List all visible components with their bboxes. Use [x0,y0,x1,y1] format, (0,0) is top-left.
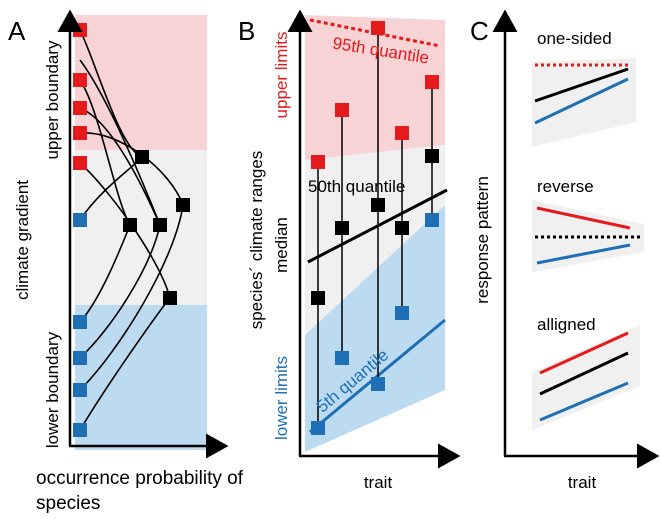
label: trait [568,473,597,492]
shape [371,21,385,35]
x-axis-label-box: occurrence probability of species [36,468,243,514]
label: 50th quantile [308,177,405,196]
shape [73,156,87,170]
region [305,205,445,452]
curve [79,204,184,391]
region [305,15,445,160]
line [539,351,629,396]
label: upper limits [272,32,291,119]
shape [335,103,349,117]
shape [75,305,207,450]
x-axis-label: occurrence probability of species [36,468,243,514]
group [311,213,439,435]
shape [335,221,349,235]
shape [73,423,87,437]
shape [395,306,409,320]
shape [123,218,137,232]
panel-c: C response pattern one-sided reverse all… [470,9,660,492]
label: one-sided [537,29,612,48]
line [539,381,629,422]
shape [311,421,325,435]
label: B [238,16,255,46]
shape [371,377,385,391]
curve [79,79,131,226]
group [311,21,439,169]
shape [153,218,167,232]
label: C [470,16,489,46]
region [532,200,644,272]
shape [311,155,325,169]
region [532,58,636,147]
shape [73,351,87,365]
shape [73,73,87,87]
label: species´ climate ranges [247,151,266,330]
curve [79,224,131,323]
curve [79,59,161,226]
group [123,150,190,305]
label: lower boundary [43,331,62,448]
line [534,77,629,125]
shape [73,315,87,329]
label: climate gradient [13,180,32,300]
label: A [8,16,26,46]
shape [311,291,325,305]
label: response pattern [473,176,492,304]
shape [73,383,87,397]
line [534,67,629,103]
panel-b: B species´ climate ranges upper limits m… [238,9,461,492]
label: lower limits [272,356,291,440]
region [305,145,445,335]
group [73,23,87,170]
shape [395,221,409,235]
shape [163,291,177,305]
group [311,149,439,305]
shape [395,126,409,140]
shape [335,351,349,365]
shape [371,198,385,212]
label: median [272,217,291,273]
curve [79,224,161,359]
line [539,331,629,375]
group [73,213,87,437]
label: trait [364,473,393,492]
label: alligned [537,315,596,334]
shape [73,213,87,227]
curve [79,29,143,158]
label: upper boundary [43,40,62,160]
shape [75,150,207,305]
shape [425,75,439,89]
shape [425,213,439,227]
shape [176,198,190,212]
shape [425,149,439,163]
region [532,325,640,430]
shape [73,126,87,140]
line [536,206,631,230]
shape [73,101,87,115]
label: reverse [537,177,594,196]
line [536,243,631,265]
shape [75,15,207,150]
shape [135,150,149,164]
shape [73,23,87,37]
panel-a: A climate gradient upper boundary lower … [8,9,243,514]
